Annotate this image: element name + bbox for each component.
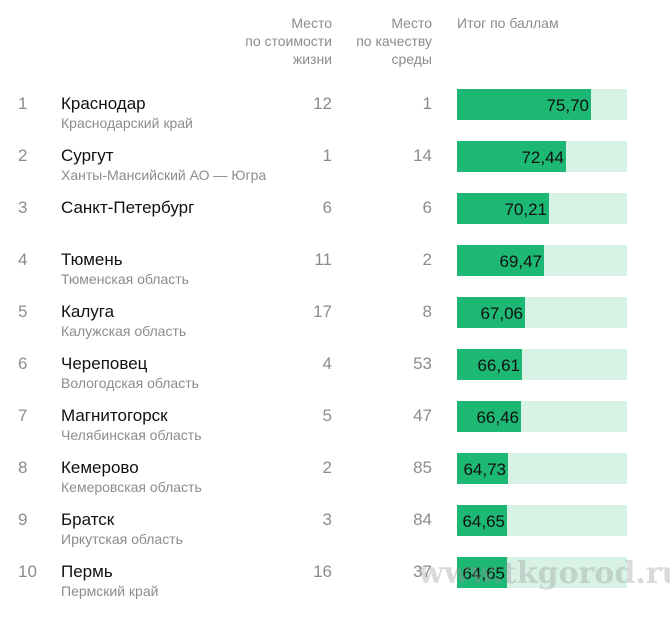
score-bar-fill: 75,70 — [457, 89, 591, 120]
score-value: 67,06 — [480, 304, 525, 324]
environment-quality-rank: 84 — [350, 510, 432, 530]
table-row: 5 Калуга Калужская область 17 8 67,06 — [0, 290, 670, 342]
cost-of-living-rank: 5 — [250, 406, 332, 426]
score-bar-fill: 64,73 — [457, 453, 508, 484]
region-name: Ханты-Мансийский АО — Югра — [61, 167, 266, 183]
rank-number: 4 — [18, 250, 27, 270]
score-bar-fill: 70,21 — [457, 193, 549, 224]
region-name: Кемеровская область — [61, 479, 202, 495]
region-name: Калужская область — [61, 323, 186, 339]
environment-quality-rank: 37 — [350, 562, 432, 582]
score-value: 70,21 — [504, 200, 549, 220]
environment-quality-rank: 14 — [350, 146, 432, 166]
score-bar-track: 75,70 — [457, 89, 627, 120]
region-name: Челябинская область — [61, 427, 202, 443]
table-row: 7 Магнитогорск Челябинская область 5 47 66,46 — [0, 394, 670, 446]
table-row: 4 Тюмень Тюменская область 11 2 69,47 — [0, 238, 670, 290]
score-bar-track: 64,65 — [457, 557, 627, 588]
environment-quality-rank: 2 — [350, 250, 432, 270]
region-name: Краснодарский край — [61, 115, 193, 131]
score-bar-fill: 66,61 — [457, 349, 522, 380]
cost-of-living-rank: 1 — [250, 146, 332, 166]
city-name: Тюмень — [61, 250, 123, 270]
rank-number: 9 — [18, 510, 27, 530]
score-value: 66,46 — [476, 408, 521, 428]
cost-of-living-rank: 16 — [250, 562, 332, 582]
environment-quality-rank: 8 — [350, 302, 432, 322]
score-value: 75,70 — [546, 96, 591, 116]
score-bar-fill: 66,46 — [457, 401, 521, 432]
cost-of-living-rank: 4 — [250, 354, 332, 374]
table-row: 8 Кемерово Кемеровская область 2 85 64,73 — [0, 446, 670, 498]
score-bar-fill: 69,47 — [457, 245, 544, 276]
score-value: 69,47 — [499, 252, 544, 272]
environment-quality-rank: 1 — [350, 94, 432, 114]
city-name: Братск — [61, 510, 114, 530]
rank-number: 8 — [18, 458, 27, 478]
region-name: Иркутская область — [61, 531, 183, 547]
score-bar-fill: 64,65 — [457, 505, 507, 536]
city-name: Краснодар — [61, 94, 146, 114]
score-value: 64,65 — [462, 512, 507, 532]
city-name: Сургут — [61, 146, 114, 166]
rank-number: 2 — [18, 146, 27, 166]
cost-of-living-rank: 6 — [250, 198, 332, 218]
score-value: 66,61 — [477, 356, 522, 376]
environment-quality-rank: 53 — [350, 354, 432, 374]
score-bar-fill: 64,65 — [457, 557, 507, 588]
rank-number: 3 — [18, 198, 27, 218]
city-name: Санкт-Петербург — [61, 198, 194, 218]
rank-number: 10 — [18, 562, 37, 582]
score-bar-fill: 72,44 — [457, 141, 566, 172]
table-row: 2 Сургут Ханты-Мансийский АО — Югра 1 14 72,4… — [0, 134, 670, 186]
score-bar-fill: 67,06 — [457, 297, 525, 328]
header-cost-of-living: Место по стоимости жизни — [222, 14, 332, 68]
environment-quality-rank: 6 — [350, 198, 432, 218]
score-bar-track: 66,61 — [457, 349, 627, 380]
cost-of-living-rank: 2 — [250, 458, 332, 478]
table-row: 1 Краснодар Краснодарский край 12 1 75,70 — [0, 82, 670, 134]
header-total-score: Итог по баллам — [457, 14, 637, 32]
table-row: 3 Санкт-Петербург 6 6 70,21 — [0, 186, 670, 238]
score-bar-track: 67,06 — [457, 297, 627, 328]
cost-of-living-rank: 12 — [250, 94, 332, 114]
rank-number: 6 — [18, 354, 27, 374]
score-bar-track: 64,73 — [457, 453, 627, 484]
city-name: Калуга — [61, 302, 114, 322]
table-row: 9 Братск Иркутская область 3 84 64,65 — [0, 498, 670, 550]
region-name: Пермский край — [61, 583, 158, 599]
city-name: Магнитогорск — [61, 406, 168, 426]
region-name: Вологодская область — [61, 375, 199, 391]
rank-number: 5 — [18, 302, 27, 322]
score-bar-track: 64,65 — [457, 505, 627, 536]
table-row: 6 Череповец Вологодская область 4 53 66,61 — [0, 342, 670, 394]
environment-quality-rank: 47 — [350, 406, 432, 426]
rank-number: 7 — [18, 406, 27, 426]
city-name: Кемерово — [61, 458, 139, 478]
score-value: 72,44 — [521, 148, 566, 168]
score-bar-track: 72,44 — [457, 141, 627, 172]
cost-of-living-rank: 11 — [250, 250, 332, 270]
table-row: 10 Пермь Пермский край 16 37 64,65 — [0, 550, 670, 602]
cost-of-living-rank: 3 — [250, 510, 332, 530]
environment-quality-rank: 85 — [350, 458, 432, 478]
region-name: Тюменская область — [61, 271, 189, 287]
header-environment-quality: Место по качеству среды — [340, 14, 432, 68]
score-bar-track: 69,47 — [457, 245, 627, 276]
city-name: Пермь — [61, 562, 113, 582]
city-name: Череповец — [61, 354, 147, 374]
score-value: 64,65 — [462, 564, 507, 584]
score-bar-track: 66,46 — [457, 401, 627, 432]
cost-of-living-rank: 17 — [250, 302, 332, 322]
rank-number: 1 — [18, 94, 27, 114]
score-bar-track: 70,21 — [457, 193, 627, 224]
score-value: 64,73 — [463, 460, 508, 480]
